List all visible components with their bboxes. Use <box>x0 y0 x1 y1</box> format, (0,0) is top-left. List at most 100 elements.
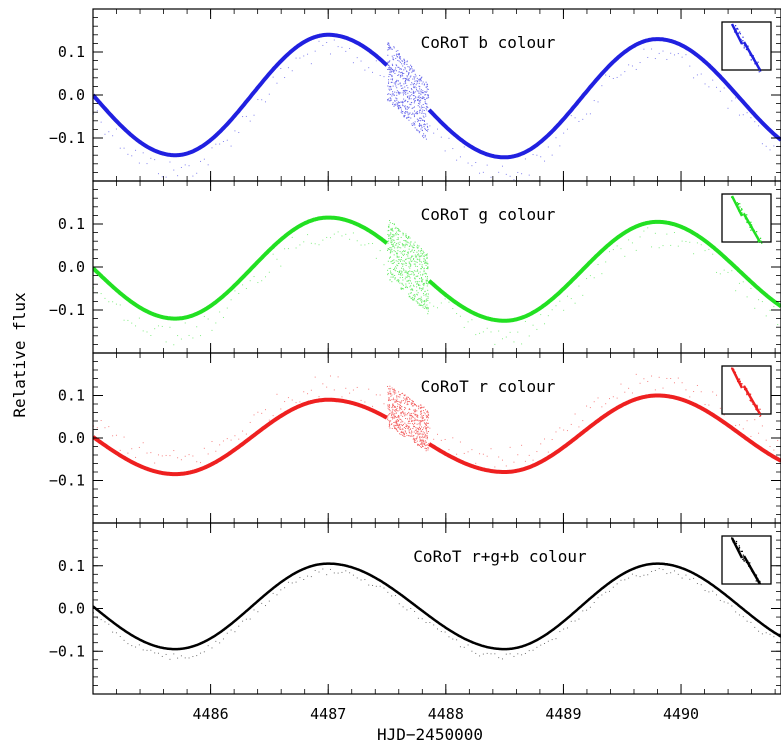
faint-point <box>154 328 156 330</box>
noisy-point <box>419 407 421 409</box>
inset-point <box>739 31 741 33</box>
faint-point <box>437 433 438 435</box>
faint-point <box>746 420 748 422</box>
noisy-point <box>405 93 407 95</box>
faint-point <box>349 47 351 49</box>
faint-point <box>723 269 725 271</box>
faint-point <box>616 583 618 585</box>
noisy-point <box>419 97 421 99</box>
noisy-point <box>413 260 415 262</box>
noisy-point <box>427 107 429 109</box>
noisy-point <box>392 93 394 95</box>
noisy-point <box>416 301 418 303</box>
faint-point <box>119 636 121 638</box>
faint-point <box>616 76 618 78</box>
noisy-point <box>425 108 427 110</box>
y-tick-label: 0.0 <box>58 429 85 447</box>
noisy-point <box>414 419 416 421</box>
noisy-point <box>395 244 397 246</box>
noisy-point <box>424 440 426 442</box>
faint-point <box>593 277 595 279</box>
noisy-point <box>406 106 408 108</box>
faint-point <box>135 325 137 327</box>
faint-point <box>196 461 198 463</box>
noisy-point <box>407 238 409 240</box>
faint-point <box>375 257 377 259</box>
noisy-point <box>388 400 390 402</box>
noisy-point <box>413 106 415 108</box>
faint-point <box>211 147 213 149</box>
noisy-point <box>408 421 410 423</box>
noisy-point <box>387 419 389 421</box>
noisy-point <box>390 267 392 269</box>
noisy-point <box>404 240 406 242</box>
noisy-point <box>426 417 428 419</box>
noisy-point <box>418 428 420 430</box>
noisy-point <box>402 284 404 286</box>
faint-point <box>433 305 435 307</box>
noisy-point <box>414 124 416 126</box>
noisy-point <box>427 130 429 132</box>
noisy-point <box>424 305 426 307</box>
faint-point <box>230 145 232 147</box>
faint-point <box>257 99 259 101</box>
faint-point <box>639 576 641 578</box>
inset-point <box>734 371 737 373</box>
faint-point <box>337 46 339 48</box>
faint-point <box>673 54 675 56</box>
noisy-point <box>419 117 421 119</box>
noisy-point <box>412 400 414 402</box>
faint-point <box>192 455 194 457</box>
noisy-point <box>399 407 401 409</box>
faint-point <box>123 639 125 641</box>
noisy-point <box>407 92 409 94</box>
noisy-point <box>413 123 415 125</box>
noisy-point <box>398 416 400 418</box>
faint-point <box>391 595 393 597</box>
faint-point <box>685 240 687 242</box>
faint-point <box>333 233 335 235</box>
faint-point <box>234 435 236 437</box>
noisy-point <box>419 259 421 261</box>
noisy-point <box>393 82 395 84</box>
noisy-point <box>407 273 409 275</box>
faint-point <box>597 101 599 103</box>
noisy-point <box>397 279 399 281</box>
noisy-point <box>402 234 404 236</box>
inset-point <box>753 573 756 576</box>
noisy-point <box>409 95 411 97</box>
faint-point <box>643 48 645 50</box>
noisy-point <box>419 440 421 442</box>
noisy-point <box>394 269 396 271</box>
faint-point <box>589 606 591 608</box>
noisy-point <box>418 119 420 121</box>
noisy-point <box>398 417 400 419</box>
noisy-point <box>387 61 389 63</box>
faint-point <box>440 631 442 633</box>
noisy-point <box>397 405 399 407</box>
faint-point <box>654 58 656 60</box>
x-axis-total: 4486 4487 4488 4489 4490 <box>116 523 776 723</box>
noisy-point <box>395 267 397 269</box>
noisy-point <box>388 43 390 45</box>
noisy-point <box>393 388 395 390</box>
inset-point <box>752 403 755 405</box>
noisy-point <box>406 276 408 278</box>
noisy-point <box>389 234 391 236</box>
noisy-point <box>401 243 403 245</box>
faint-point <box>685 54 687 56</box>
noisy-point <box>424 254 426 256</box>
noisy-point <box>395 50 397 52</box>
noisy-point <box>415 429 417 431</box>
noisy-point <box>416 258 418 260</box>
noisy-point <box>401 432 403 434</box>
noisy-point <box>414 265 416 267</box>
noisy-point <box>388 423 390 425</box>
noisy-point <box>389 425 391 427</box>
faint-point <box>402 606 404 608</box>
noisy-point <box>417 433 419 435</box>
faint-point <box>555 305 557 307</box>
noisy-point <box>421 418 423 420</box>
noisy-point <box>401 408 403 410</box>
